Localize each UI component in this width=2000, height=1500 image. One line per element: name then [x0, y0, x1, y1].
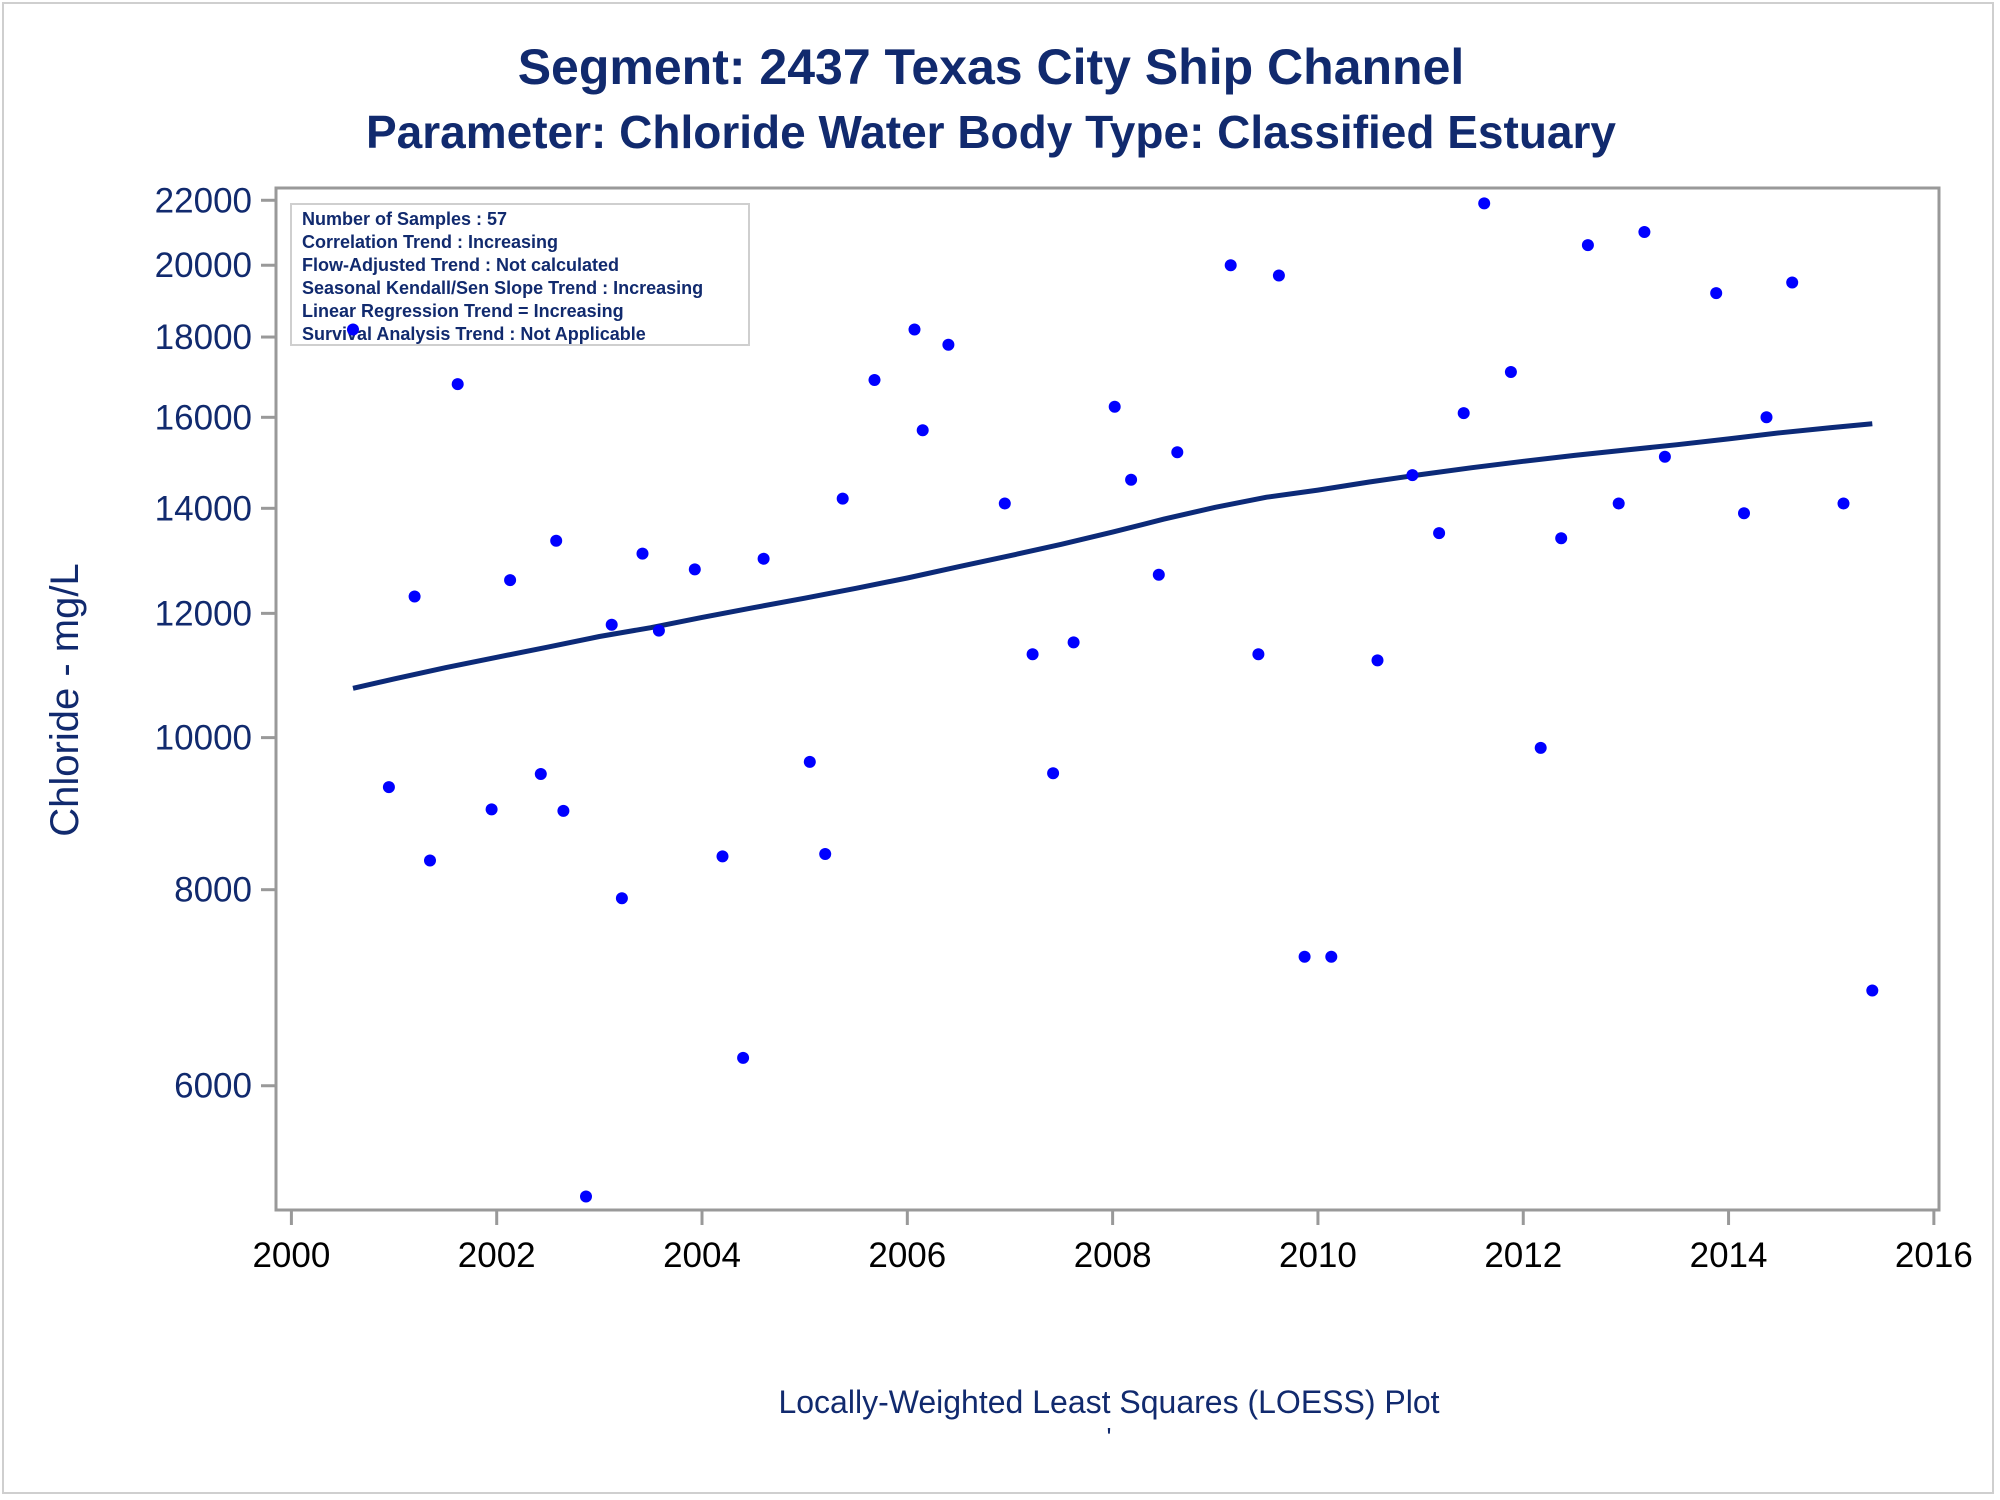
y-tick-label: 18000: [155, 318, 252, 357]
y-tick-label: 20000: [155, 246, 252, 285]
data-point: [716, 850, 729, 863]
data-point: [580, 1190, 592, 1203]
x-tick-label: 2006: [868, 1236, 946, 1275]
plot-area: [274, 186, 1941, 1212]
data-point: [550, 534, 563, 547]
x-tick-label: 2002: [458, 1236, 536, 1275]
data-point: [1478, 197, 1491, 210]
data-point: [1638, 226, 1651, 238]
data-point: [557, 804, 570, 817]
info-box: Number of Samples : 57 Correlation Trend…: [290, 203, 750, 346]
data-point: [1658, 450, 1671, 463]
data-point: [1837, 497, 1850, 510]
data-point: [605, 618, 618, 631]
y-tick-label: 14000: [155, 489, 252, 528]
data-point: [998, 497, 1011, 510]
data-point: [408, 590, 421, 603]
data-point: [652, 624, 665, 637]
data-point: [1504, 366, 1517, 378]
data-point: [1224, 259, 1237, 272]
data-point: [1738, 507, 1750, 520]
data-point: [615, 892, 628, 905]
data-point: [1371, 654, 1384, 667]
info-box-border: [290, 203, 750, 346]
data-point: [1272, 269, 1285, 282]
y-tick-label: 10000: [155, 719, 252, 758]
data-point: [1152, 568, 1165, 581]
data-point: [1406, 469, 1419, 482]
x-axis: 2000 2002 2004 2006 2008 2010 2012 2014 2016: [252, 1210, 1973, 1275]
info-line-linear-regression: Linear Regression Trend = Increasing: [302, 301, 624, 321]
data-point: [1298, 950, 1311, 963]
data-point: [1125, 473, 1138, 486]
data-point: [347, 323, 359, 336]
loess-trend-line: [352, 421, 1873, 691]
x-axis-label: Locally-Weighted Least Squares (LOESS) P…: [778, 1384, 1439, 1420]
chart-subtitle: Parameter: Chloride Water Body Type: Cla…: [366, 106, 1616, 158]
data-point: [836, 492, 849, 505]
x-tick-label: 2000: [252, 1236, 330, 1275]
data-point: [1457, 407, 1470, 420]
data-point: [1325, 950, 1338, 963]
data-point: [1555, 532, 1568, 545]
data-point: [942, 338, 955, 351]
info-line-flow-adjusted: Flow-Adjusted Trend : Not calculated: [302, 255, 619, 275]
info-line-seasonal-kendall: Seasonal Kendall/Sen Slope Trend : Incre…: [302, 278, 703, 298]
y-tick-label: 22000: [155, 181, 252, 220]
sample-points: [347, 197, 1879, 1203]
data-point: [1252, 648, 1265, 661]
x-tick-label: 2016: [1895, 1236, 1973, 1275]
y-tick-label: 6000: [174, 1067, 252, 1106]
data-point: [1786, 276, 1799, 289]
x-tick-label: 2004: [663, 1236, 741, 1275]
data-point: [1581, 239, 1594, 252]
data-point: [688, 563, 701, 576]
data-point: [908, 323, 921, 336]
footer-mark: ': [1107, 1422, 1112, 1452]
data-point: [382, 781, 395, 794]
data-point: [1026, 648, 1039, 661]
data-point: [1171, 446, 1184, 459]
y-tick-label: 8000: [174, 871, 252, 910]
data-point: [737, 1051, 750, 1064]
x-tick-label: 2008: [1074, 1236, 1152, 1275]
y-axis: 6000 8000 10000 12000 14000 16000 18000 20000 22…: [155, 181, 276, 1106]
info-line-samples: Number of Samples : 57: [302, 209, 507, 229]
data-point: [636, 547, 649, 560]
data-point: [1433, 527, 1446, 540]
data-point: [1866, 984, 1879, 997]
data-point: [757, 552, 770, 565]
data-point: [916, 424, 929, 437]
x-tick-label: 2014: [1690, 1236, 1768, 1275]
x-tick-label: 2010: [1279, 1236, 1357, 1275]
info-line-correlation: Correlation Trend : Increasing: [302, 232, 558, 252]
data-point: [819, 848, 832, 860]
data-point: [424, 854, 436, 867]
data-point: [1710, 287, 1723, 300]
data-point: [485, 803, 498, 816]
data-point: [868, 374, 881, 386]
chart-title: Segment: 2437 Texas City Ship Channel: [518, 39, 1465, 95]
info-line-survival-analysis: Survival Analysis Trend : Not Applicable: [302, 324, 646, 344]
loess-trend: [352, 421, 1873, 691]
y-tick-label: 12000: [155, 594, 252, 633]
y-axis-label: Chloride - mg/L: [43, 563, 87, 836]
data-point: [1067, 636, 1080, 649]
data-point: [1047, 767, 1060, 780]
y-tick-label: 16000: [155, 398, 252, 437]
x-tick-label: 2012: [1484, 1236, 1562, 1275]
data-point: [534, 768, 547, 780]
data-point: [1108, 400, 1121, 413]
data-point: [1760, 411, 1773, 424]
data-point: [1612, 497, 1625, 510]
data-point: [451, 378, 464, 391]
data-point: [803, 755, 816, 768]
data-point: [1534, 741, 1547, 754]
data-point: [504, 574, 517, 587]
